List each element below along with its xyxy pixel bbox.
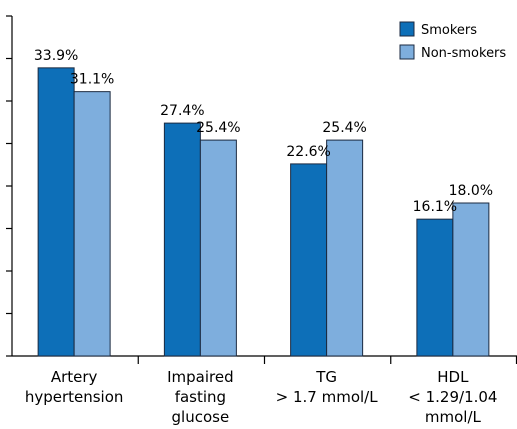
category-labels: Artery hypertension Impaired fasting glucose… — [25, 368, 498, 426]
legend-swatch — [399, 21, 415, 37]
data-label: 31.1% — [70, 72, 114, 88]
data-label: 25.4% — [196, 120, 240, 136]
bar-non-smokers — [199, 139, 237, 357]
category-label: TG — [315, 368, 337, 386]
data-label: 25.4% — [322, 120, 366, 136]
data-label: 22.6% — [286, 144, 330, 160]
bar-smokers — [416, 218, 454, 357]
data-label: 33.9% — [34, 48, 78, 64]
bar-non-smokers — [452, 202, 490, 357]
bars — [37, 67, 490, 357]
category-label: < 1.29/1.04 — [408, 388, 497, 406]
category-label: Artery — [51, 368, 98, 386]
legend-label: Smokers — [421, 23, 477, 38]
legend-label: Non-smokers — [421, 46, 506, 61]
category-label: Impaired — [167, 368, 234, 386]
category-label: glucose — [172, 408, 230, 426]
category-label: fasting — [175, 388, 226, 406]
bar-non-smokers — [73, 91, 111, 357]
legend-swatch — [399, 44, 415, 60]
category-label: mmol/L — [425, 408, 482, 426]
bar-smokers — [37, 67, 75, 357]
category-label: hypertension — [25, 388, 124, 406]
bar-smokers — [290, 163, 328, 357]
category-label: HDL — [437, 368, 469, 386]
data-label: 16.1% — [413, 199, 457, 215]
data-label: 18.0% — [449, 183, 493, 199]
bar-smokers — [163, 122, 201, 357]
data-labels: 33.9%31.1%27.4%25.4%22.6%25.4%16.1%18.0% — [34, 48, 493, 215]
bar-non-smokers — [326, 139, 364, 357]
legend: Smokers Non-smokers — [399, 21, 506, 61]
data-label: 27.4% — [160, 103, 204, 119]
category-label: > 1.7 mmol/L — [276, 388, 379, 406]
